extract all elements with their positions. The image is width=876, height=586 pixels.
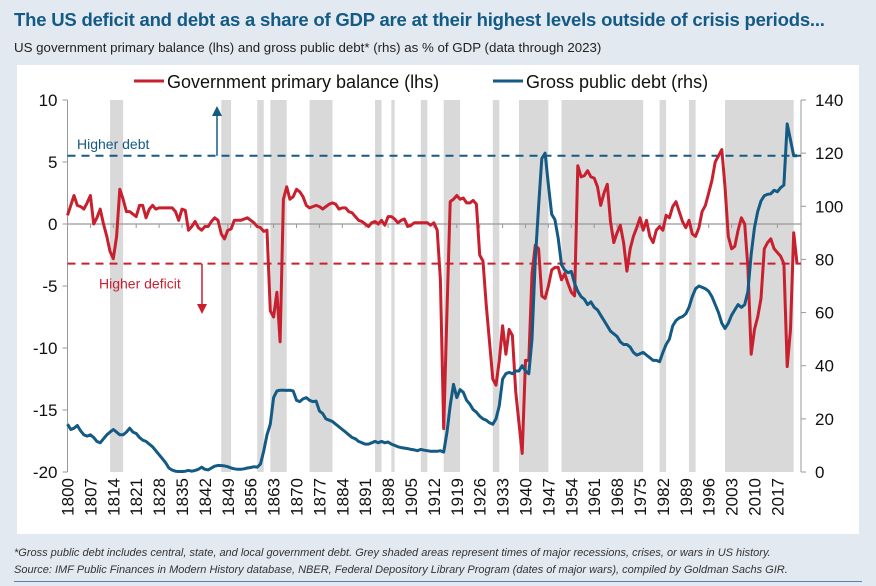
shaded-period	[689, 100, 696, 472]
x-tick-label: 1933	[494, 478, 513, 516]
right-tick-label: 140	[815, 91, 843, 110]
x-tick-label: 1975	[631, 478, 650, 516]
x-tick-label: 1849	[219, 478, 238, 516]
x-tick-label: 1807	[81, 478, 100, 516]
right-tick-label: 60	[815, 304, 834, 323]
footer-divider	[14, 581, 862, 582]
x-tick-label: 1905	[402, 478, 421, 516]
shaded-period	[270, 100, 287, 472]
right-tick-label: 100	[815, 197, 843, 216]
x-tick-label: 2017	[768, 478, 787, 516]
left-tick-label: -10	[33, 339, 58, 358]
shaded-period	[257, 100, 264, 472]
x-tick-label: 1891	[356, 478, 375, 516]
x-tick-label: 1835	[173, 478, 192, 516]
x-tick-label: 1940	[516, 478, 535, 516]
left-tick-label: 5	[48, 153, 57, 172]
series-lines	[66, 122, 799, 473]
left-tick-label: -15	[33, 401, 58, 420]
x-tick-label: 1968	[608, 478, 627, 516]
plot-background	[17, 65, 859, 534]
legend-label: Government primary balance (lhs)	[167, 72, 439, 92]
shaded-period	[221, 100, 232, 472]
x-tick-label: 1821	[127, 478, 146, 516]
shaded-period	[659, 100, 667, 472]
legend-primary-balance: Government primary balance (lhs)	[134, 72, 439, 92]
shaded-period	[375, 100, 382, 472]
chart-subtitle: US government primary balance (lhs) and …	[14, 40, 602, 55]
x-tick-label: 1996	[700, 478, 719, 516]
x-tick-label: 1842	[196, 478, 215, 516]
right-tick-label: 0	[815, 463, 824, 482]
shaded-period	[391, 100, 395, 472]
x-tick-label: 1954	[562, 478, 581, 516]
right-tick-label: 20	[815, 410, 834, 429]
x-tick-label: 1982	[654, 478, 673, 516]
shaded-period	[443, 100, 461, 472]
right-tick-label: 40	[815, 357, 834, 376]
left-tick-label: -5	[42, 277, 57, 296]
shaded-period	[574, 100, 644, 472]
higher-deficit-label: Higher deficit	[99, 276, 181, 292]
x-tick-label: 1926	[471, 478, 490, 516]
arrow-down-icon	[197, 304, 207, 314]
x-tick-label: 2010	[745, 478, 764, 516]
arrow-up-icon	[212, 106, 222, 116]
x-tick-label: 1947	[539, 478, 558, 516]
shaded-periods	[110, 100, 794, 472]
public-debt-line	[66, 122, 797, 473]
x-tick-label: 1919	[448, 478, 467, 516]
x-tick-label: 1877	[310, 478, 329, 516]
x-tick-label: 1870	[287, 478, 306, 516]
higher-debt-label: Higher debt	[77, 136, 149, 152]
reference-lines: Higher debt Higher deficit	[67, 106, 801, 314]
x-tick-label: 1884	[333, 478, 352, 516]
x-tick-label: 1800	[59, 478, 78, 516]
x-tick-label: 1961	[585, 478, 604, 516]
right-tick-label: 120	[815, 144, 843, 163]
footnote: *Gross public debt includes central, sta…	[14, 547, 771, 559]
x-tick-label: 1898	[379, 478, 398, 516]
x-tick-label: 1828	[150, 478, 169, 516]
legend-label: Gross public debt (rhs)	[526, 72, 708, 92]
x-tick-label: 1989	[677, 478, 696, 516]
left-tick-label: -20	[33, 463, 58, 482]
chart-title: The US deficit and debt as a share of GD…	[14, 9, 825, 30]
x-tick-label: 1912	[425, 478, 444, 516]
x-tick-label: 2003	[723, 478, 742, 516]
shaded-period	[725, 100, 794, 472]
source-note: Source: IMF Public Finances in Modern Hi…	[14, 564, 788, 576]
legend: Government primary balance (lhs) Gross pu…	[134, 72, 708, 92]
tick-labels: 10 5 0 -5 -10 -15 -20 140 120 100 80 60 40 20 0 1800 180…	[33, 91, 843, 516]
x-tick-label: 1863	[265, 478, 284, 516]
left-tick-label: 10	[39, 91, 58, 110]
primary-balance-line	[66, 148, 799, 455]
right-tick-label: 80	[815, 250, 834, 269]
x-tick-label: 1814	[104, 478, 123, 516]
shaded-period	[309, 100, 333, 472]
left-tick-label: 0	[48, 215, 57, 234]
x-tick-label: 1856	[242, 478, 261, 516]
shaded-period	[420, 100, 428, 472]
legend-public-debt: Gross public debt (rhs)	[493, 72, 708, 92]
shaded-period	[492, 100, 500, 472]
